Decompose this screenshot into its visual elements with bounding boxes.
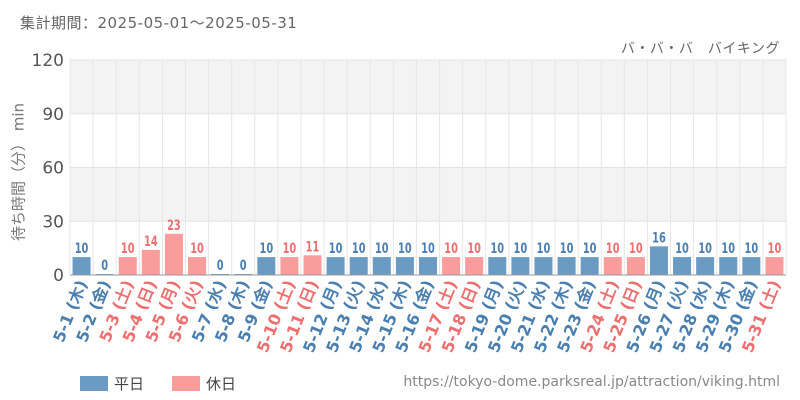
- bar-value-label: 10: [283, 240, 297, 257]
- grid-band: [70, 60, 786, 114]
- bar-14: [372, 257, 391, 275]
- bar-value-label: 10: [745, 240, 759, 257]
- bar-10: [280, 257, 299, 275]
- y-tick-label: 0: [53, 266, 64, 286]
- y-tick-label: 120: [32, 51, 64, 71]
- bar-value-label: 10: [375, 240, 389, 257]
- bar-22: [557, 257, 576, 275]
- bar-value-label: 10: [698, 240, 712, 257]
- bar-13: [349, 257, 368, 275]
- y-tick-label: 60: [42, 159, 64, 179]
- bar-30: [742, 257, 761, 275]
- bar-value-label: 11: [306, 238, 320, 255]
- bar-15: [395, 257, 414, 275]
- bar-value-label: 0: [240, 257, 247, 274]
- bar-21: [534, 257, 553, 275]
- bar-value-label: 10: [606, 240, 620, 257]
- bar-18: [465, 257, 484, 275]
- legend-swatch-weekday: [80, 376, 108, 391]
- bar-value-label: 10: [259, 240, 273, 257]
- bar-value-label: 10: [398, 240, 412, 257]
- bar-6: [188, 257, 207, 275]
- y-tick-label: 30: [42, 212, 64, 232]
- bar-20: [511, 257, 530, 275]
- bar-value-label: 23: [167, 216, 181, 233]
- bar-value-label: 10: [75, 240, 89, 257]
- bar-16: [418, 257, 438, 275]
- bar-value-label: 10: [121, 240, 135, 257]
- bar-12: [326, 257, 345, 275]
- bar-31: [765, 257, 784, 275]
- grid-band: [70, 167, 786, 222]
- bar-value-label: 10: [421, 240, 435, 257]
- bar-23: [580, 257, 599, 275]
- bar-value-label: 10: [329, 240, 343, 257]
- y-tick-label: 90: [42, 105, 64, 125]
- bar-value-label: 10: [629, 240, 643, 257]
- bar-5: [164, 233, 183, 275]
- bar-value-label: 14: [144, 233, 158, 250]
- bar-19: [488, 257, 507, 275]
- bar-9: [257, 257, 276, 275]
- period-label: 集計期間：2025-05-01～2025-05-31: [20, 14, 298, 32]
- bar-value-label: 10: [583, 240, 597, 257]
- legend-label-weekday: 平日: [114, 375, 145, 393]
- bar-3: [118, 257, 137, 275]
- bar-value-label: 10: [490, 240, 504, 257]
- bar-value-label: 16: [652, 229, 666, 246]
- bar-24: [603, 257, 622, 275]
- legend-swatch-holiday: [172, 376, 201, 391]
- bar-value-label: 10: [190, 240, 204, 257]
- attraction-name: バ・バ・バ バイキング: [620, 41, 780, 57]
- bar-value-label: 10: [721, 240, 735, 257]
- bar-value-label: 10: [352, 240, 366, 257]
- source-url: https://tokyo-dome.parksreal.jp/attracti…: [403, 374, 780, 390]
- bar-value-label: 0: [217, 257, 224, 274]
- bar-25: [626, 257, 645, 275]
- legend-item-holiday: 休日: [172, 373, 236, 394]
- bar-4: [141, 249, 160, 275]
- legend-item-weekday: 平日: [80, 373, 144, 394]
- bar-17: [442, 257, 461, 275]
- bar-11: [303, 255, 322, 275]
- bar-value-label: 10: [514, 240, 528, 257]
- bar-28: [696, 257, 715, 275]
- legend: 平日 休日: [80, 373, 264, 394]
- bar-1: [72, 257, 91, 275]
- legend-label-holiday: 休日: [206, 375, 237, 393]
- bar-value-label: 10: [675, 240, 689, 257]
- bar-26: [649, 246, 668, 275]
- bar-value-label: 10: [467, 240, 481, 257]
- bar-value-label: 10: [560, 240, 574, 257]
- bar-29: [719, 257, 738, 275]
- bar-value-label: 0: [101, 257, 108, 274]
- bar-value-label: 10: [768, 240, 782, 257]
- bar-27: [673, 257, 692, 275]
- bar-value-label: 10: [444, 240, 458, 257]
- bar-value-label: 10: [537, 240, 551, 257]
